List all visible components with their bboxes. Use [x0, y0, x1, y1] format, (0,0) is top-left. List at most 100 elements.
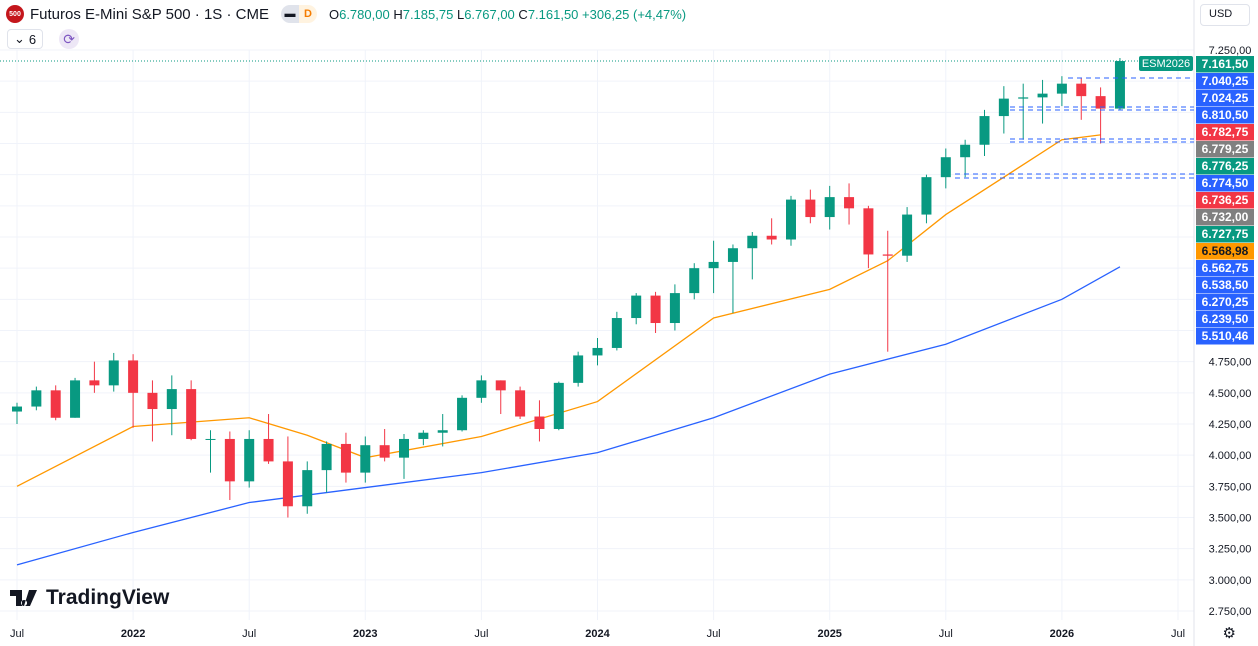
tradingview-logo[interactable]: TradingView: [10, 586, 169, 610]
price-label-bg: [1196, 294, 1254, 311]
price-label-bg: [1196, 56, 1254, 73]
price-label-bg: [1196, 175, 1254, 192]
candle-body: [921, 177, 932, 215]
market-closed-icon: ▬: [280, 5, 299, 23]
x-tick-label: Jul: [1171, 628, 1185, 640]
symbol-logo: 500: [6, 5, 24, 23]
candle-body: [224, 438, 235, 482]
candle-body: [1114, 61, 1125, 109]
price-label-bg: [1196, 260, 1254, 277]
tradingview-icon: [10, 590, 37, 606]
candle-body: [476, 380, 487, 398]
candle-body: [882, 254, 893, 256]
candle-body: [592, 347, 603, 356]
symbol-tag: [1139, 56, 1193, 71]
price-label-bg: [1196, 107, 1254, 124]
candle-body: [399, 438, 409, 458]
y-tick-label: 4.750,00: [1209, 357, 1252, 369]
candle-body: [244, 438, 255, 482]
x-tick-label: 2025: [817, 628, 841, 640]
candle-body: [379, 445, 390, 458]
market-status[interactable]: ▬ D: [280, 5, 317, 23]
x-tick-label: 2024: [585, 628, 610, 640]
symbol-title[interactable]: Futuros E-Mini S&P 500 · 1S · CME: [30, 5, 269, 23]
chart-legend: 500 Futuros E-Mini S&P 500 · 1S · CME ▬ D…: [6, 5, 686, 23]
candle-body: [437, 430, 448, 433]
candle-body: [147, 392, 158, 410]
ma-line-orange: [16, 134, 1101, 487]
candle-body: [515, 390, 526, 417]
y-tick-label: 2.750,00: [1209, 606, 1252, 618]
price-label: 6.562,75: [1202, 261, 1249, 275]
price-label: 6.568,98: [1202, 244, 1249, 258]
price-label: 7.161,50: [1202, 57, 1249, 71]
low-value: 6.767,00: [464, 6, 515, 22]
candle-body: [302, 470, 313, 507]
x-tick-label: 2026: [1050, 628, 1074, 640]
candle-body: [166, 389, 177, 410]
refresh-icon[interactable]: ⟳: [59, 29, 80, 49]
candle-body: [321, 443, 332, 471]
indicators-toggle-button[interactable]: ⌄ 6: [7, 29, 44, 49]
candle-body: [70, 380, 81, 418]
candle-body: [534, 416, 545, 429]
candle-body: [863, 208, 874, 255]
price-label-bg: [1196, 209, 1254, 226]
settings-gear-icon[interactable]: ⚙: [1222, 625, 1236, 642]
price-label: 6.727,75: [1202, 227, 1249, 241]
chevron-down-icon: ⌄: [14, 31, 25, 46]
price-label-bg: [1196, 158, 1254, 175]
price-label: 5.510,46: [1202, 329, 1249, 343]
price-label: 6.810,50: [1202, 108, 1249, 122]
price-label: 6.270,25: [1202, 295, 1249, 309]
x-tick-label: Jul: [707, 628, 721, 640]
y-tick-label: 3.000,00: [1209, 575, 1252, 587]
price-label-bg: [1196, 226, 1254, 243]
candle-body: [1076, 83, 1087, 97]
candle-body: [611, 318, 622, 348]
candle-body: [263, 438, 274, 462]
high-value: 7.185,75: [402, 6, 454, 22]
y-tick-label: 4.000,00: [1209, 450, 1252, 462]
candle-body: [360, 445, 371, 473]
price-label: 7.024,25: [1202, 91, 1249, 105]
currency-button[interactable]: USD: [1200, 4, 1250, 26]
symbol-tag-label: ESM2026: [1142, 58, 1190, 70]
candle-body: [340, 443, 351, 473]
candle-body: [282, 461, 293, 507]
x-tick-label: Jul: [474, 628, 488, 640]
candle-body: [186, 389, 197, 439]
price-label: 6.776,25: [1202, 159, 1249, 173]
close-value: 7.161,50: [527, 6, 579, 22]
ohlc-values: O6.780,00 H7.185,75 L6.767,00 C7.161,50 …: [328, 6, 687, 22]
price-label: 6.779,25: [1202, 142, 1249, 156]
candle-body: [1037, 93, 1048, 98]
y-tick-label: 7.250,00: [1209, 45, 1252, 57]
y-tick-label: 3.250,00: [1209, 544, 1252, 556]
candle-body: [128, 360, 139, 393]
y-tick-label: 3.750,00: [1209, 481, 1252, 493]
candle-body: [844, 197, 855, 209]
candle-body: [50, 390, 61, 418]
candle-body: [31, 390, 42, 407]
candle-body: [457, 397, 468, 431]
delayed-data-badge: D: [298, 5, 317, 23]
candle-body: [495, 380, 506, 391]
candle-body: [824, 197, 835, 218]
price-label: 6.736,25: [1202, 193, 1249, 207]
candle-body: [1095, 96, 1106, 109]
x-tick-label: 2022: [121, 628, 145, 640]
candle-body: [708, 261, 719, 269]
candle-body: [805, 199, 816, 218]
price-label: 6.538,50: [1202, 278, 1249, 292]
price-label: 6.732,00: [1202, 210, 1249, 224]
candle-body: [1018, 97, 1029, 99]
candle-body: [960, 144, 971, 158]
price-label-bg: [1196, 73, 1254, 90]
candle-body: [979, 116, 990, 145]
y-tick-label: 4.250,00: [1209, 419, 1252, 431]
candle-body: [940, 157, 951, 178]
price-label-bg: [1196, 243, 1254, 260]
price-label: 6.774,50: [1202, 176, 1249, 190]
